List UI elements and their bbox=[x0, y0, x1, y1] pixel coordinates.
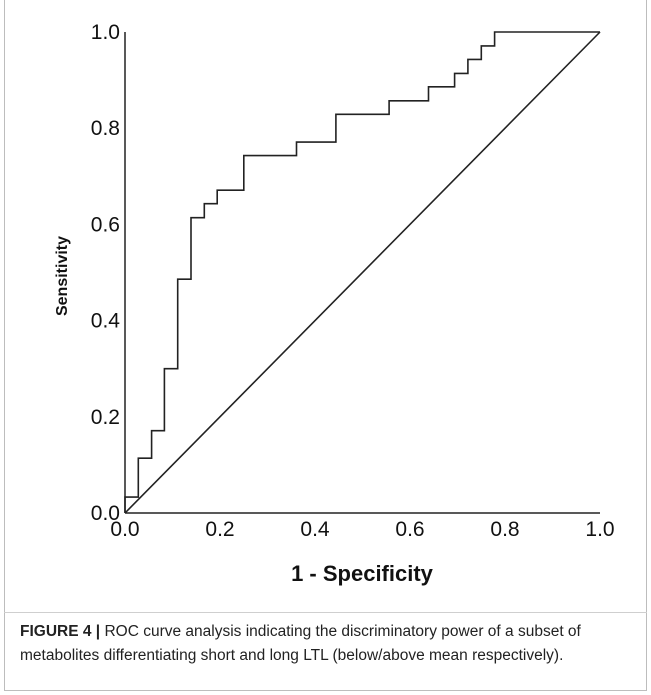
x-tick-label: 0.8 bbox=[490, 518, 519, 541]
y-tick-label: 0.4 bbox=[91, 310, 121, 333]
y-tick-label: 0.2 bbox=[91, 406, 120, 429]
y-tick-label: 0.8 bbox=[91, 117, 120, 140]
roc-chart: 0.0 0.2 0.4 0.6 0.8 1.0 0.0 0.2 0.4 0.6 0.8 1.0 1 … bbox=[54, 21, 615, 586]
figure-frame bbox=[4, 0, 647, 691]
caption-label: FIGURE 4 | bbox=[20, 623, 101, 640]
series-group bbox=[124, 31, 601, 514]
plot-area: 0.0 0.2 0.4 0.6 0.8 1.0 0.0 0.2 0.4 0.6 0.8 1.0 bbox=[91, 21, 615, 541]
caption-text: ROC curve analysis indicating the discri… bbox=[20, 623, 581, 664]
y-axis-title: Sensitivity bbox=[54, 236, 71, 316]
roc-curve-line bbox=[124, 31, 600, 513]
y-tick-labels: 0.0 0.2 0.4 0.6 0.8 1.0 bbox=[91, 21, 121, 525]
x-axis-title: 1 - Specificity bbox=[291, 561, 434, 586]
figure-caption: FIGURE 4 | ROC curve analysis indicating… bbox=[20, 620, 632, 668]
caption-divider bbox=[4, 612, 647, 613]
x-tick-label: 0.6 bbox=[395, 518, 424, 541]
y-tick-label: 0.6 bbox=[91, 213, 120, 236]
x-tick-label: 0.4 bbox=[300, 518, 330, 541]
reference-diagonal-line bbox=[124, 31, 601, 514]
y-tick-label: 0.0 bbox=[91, 502, 120, 525]
x-tick-label: 0.0 bbox=[110, 518, 139, 541]
y-tick-label: 1.0 bbox=[91, 21, 120, 44]
x-tick-label: 0.2 bbox=[205, 518, 234, 541]
x-tick-labels: 0.0 0.2 0.4 0.6 0.8 1.0 bbox=[110, 518, 614, 541]
x-tick-label: 1.0 bbox=[585, 518, 614, 541]
